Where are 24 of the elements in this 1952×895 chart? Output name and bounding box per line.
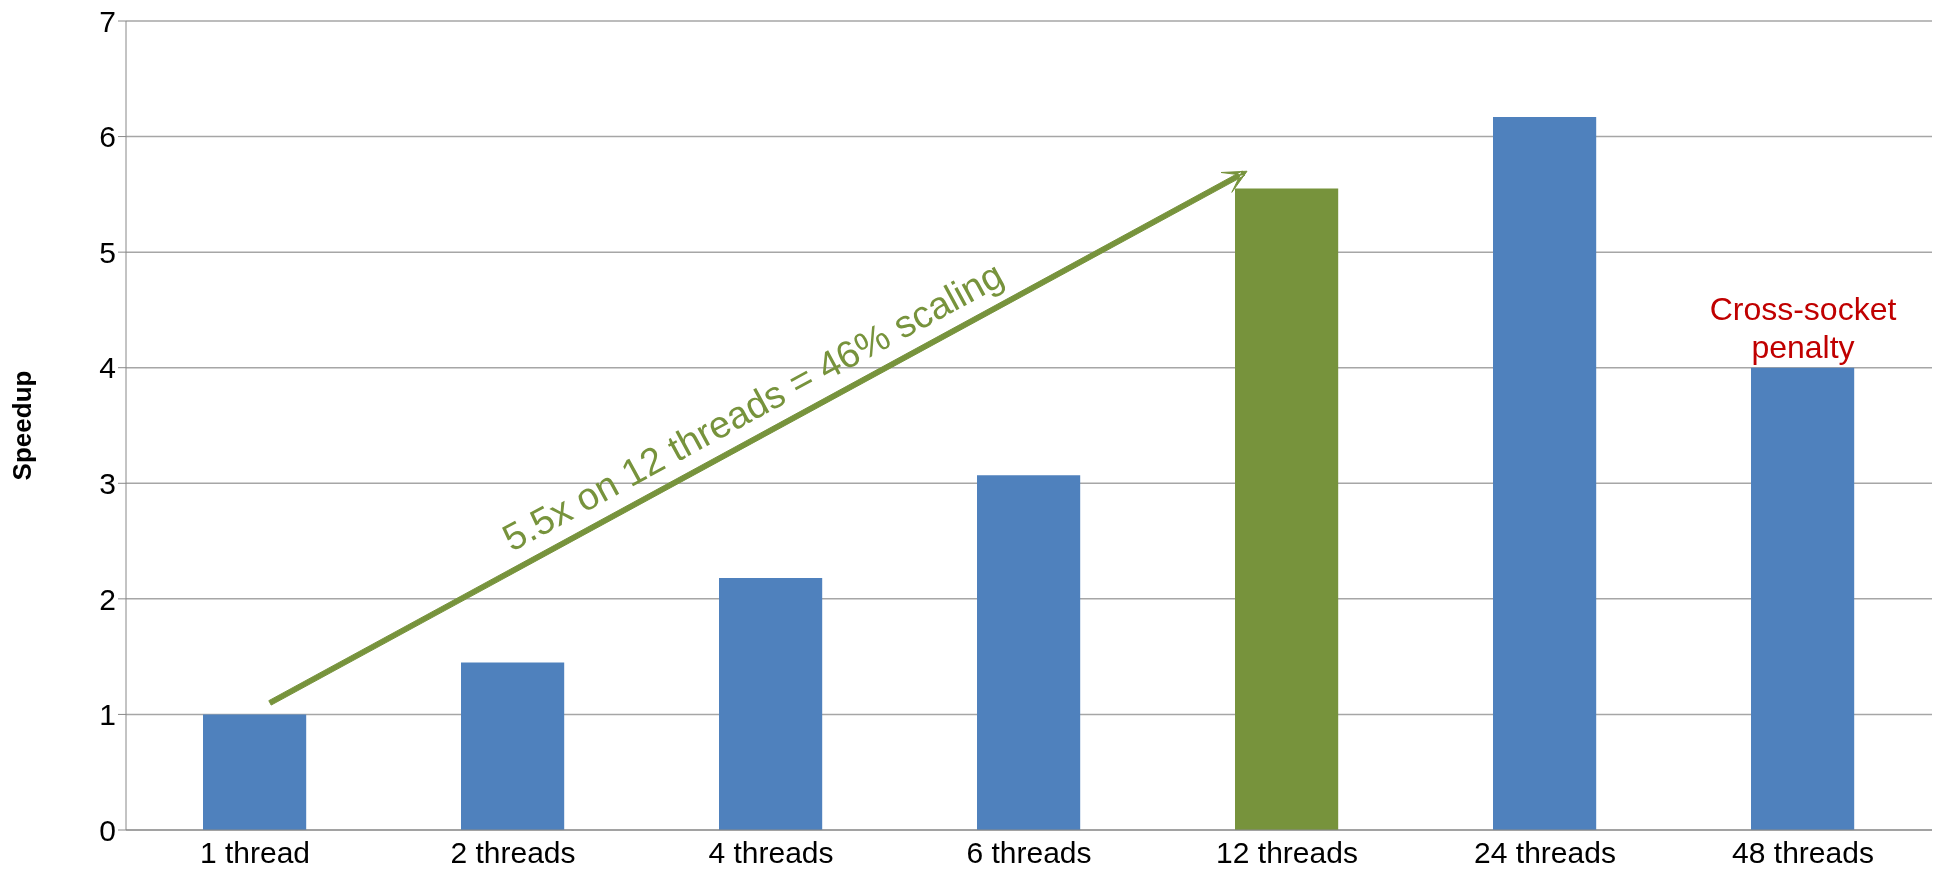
bar [203,714,307,830]
x-tick-label: 4 threads [708,836,834,870]
bar [461,662,565,830]
bar [1751,367,1855,830]
y-tick-label: 3 [99,466,116,500]
y-axis-title: Speedup [7,370,38,481]
x-tick-label: 12 threads [1216,836,1358,870]
x-tick-label: 24 threads [1474,836,1616,870]
y-tick-label: 0 [99,813,116,847]
bar [1235,188,1339,830]
annotation: Cross-socket penalty [1708,289,1898,366]
x-tick-label: 1 thread [199,836,311,870]
bar [719,578,823,830]
x-tick-label: 2 threads [450,836,576,870]
x-tick-label: 48 threads [1732,836,1874,870]
y-tick-label: 5 [99,235,116,269]
y-tick-label: 1 [99,698,116,732]
x-tick-label: 6 threads [966,836,1092,870]
bar [1493,116,1597,830]
bar [977,475,1081,830]
y-tick-label: 6 [99,120,116,154]
y-tick-label: 4 [99,351,116,385]
y-tick-label: 7 [99,4,116,38]
y-tick-label: 2 [99,582,116,616]
